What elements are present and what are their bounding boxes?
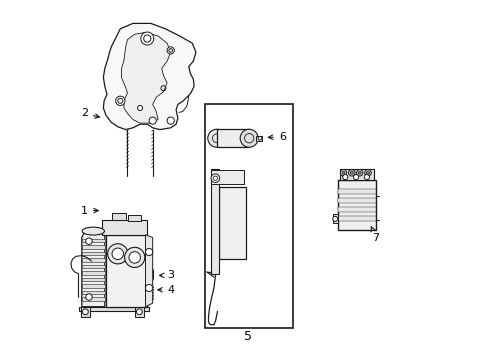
Circle shape: [85, 294, 92, 300]
Bar: [337, 216, 375, 221]
Text: 1: 1: [81, 206, 98, 216]
Text: 5: 5: [244, 330, 252, 343]
Circle shape: [364, 175, 368, 180]
Bar: [81, 284, 104, 288]
Circle shape: [342, 175, 347, 180]
Bar: [219, 187, 246, 259]
Bar: [211, 170, 244, 184]
Bar: [204, 104, 292, 328]
Circle shape: [240, 129, 258, 147]
Circle shape: [366, 171, 368, 174]
Circle shape: [137, 105, 142, 111]
Bar: [81, 239, 104, 242]
Ellipse shape: [82, 227, 104, 235]
Polygon shape: [137, 270, 153, 282]
Text: 4: 4: [158, 285, 174, 295]
Polygon shape: [121, 32, 170, 123]
Circle shape: [145, 248, 152, 256]
Text: 2: 2: [81, 108, 99, 118]
Text: 3: 3: [159, 270, 174, 280]
Polygon shape: [79, 307, 149, 311]
Bar: [134, 307, 143, 317]
Circle shape: [129, 252, 140, 263]
Circle shape: [364, 170, 370, 176]
Circle shape: [348, 170, 354, 176]
Bar: [81, 278, 104, 281]
Bar: [102, 220, 147, 235]
Circle shape: [167, 47, 174, 54]
Bar: [337, 189, 375, 194]
Circle shape: [258, 136, 261, 140]
Circle shape: [342, 175, 347, 180]
Circle shape: [340, 170, 346, 176]
Circle shape: [149, 117, 156, 124]
Bar: [81, 307, 89, 317]
Bar: [81, 271, 104, 275]
Circle shape: [349, 171, 352, 174]
Bar: [211, 169, 219, 274]
Circle shape: [332, 216, 337, 221]
Bar: [337, 198, 375, 203]
Circle shape: [115, 96, 125, 105]
Circle shape: [342, 171, 344, 174]
Circle shape: [145, 284, 152, 292]
Polygon shape: [145, 235, 152, 307]
Bar: [81, 265, 104, 268]
Circle shape: [364, 175, 368, 180]
Bar: [81, 258, 104, 262]
Bar: [337, 180, 375, 230]
Bar: [106, 235, 147, 307]
Bar: [339, 169, 373, 180]
Circle shape: [167, 117, 174, 124]
Bar: [81, 245, 104, 249]
Polygon shape: [103, 23, 196, 130]
Bar: [256, 136, 261, 141]
Circle shape: [358, 171, 361, 174]
Bar: [337, 207, 375, 212]
Text: 7: 7: [370, 227, 379, 243]
Circle shape: [82, 309, 88, 315]
Bar: [112, 213, 126, 220]
Bar: [81, 291, 104, 294]
Circle shape: [356, 170, 362, 176]
Circle shape: [112, 248, 123, 260]
Circle shape: [211, 174, 219, 183]
Bar: [81, 252, 104, 255]
Circle shape: [107, 244, 127, 264]
Circle shape: [207, 129, 225, 147]
Circle shape: [141, 32, 153, 45]
Circle shape: [353, 175, 358, 180]
Text: 6: 6: [268, 132, 285, 142]
Circle shape: [85, 238, 92, 244]
Bar: [128, 215, 141, 221]
Circle shape: [124, 247, 144, 267]
Bar: [81, 297, 104, 301]
Circle shape: [353, 175, 358, 180]
Bar: [216, 129, 249, 147]
Circle shape: [136, 309, 142, 315]
Polygon shape: [81, 228, 104, 307]
Polygon shape: [332, 214, 337, 223]
